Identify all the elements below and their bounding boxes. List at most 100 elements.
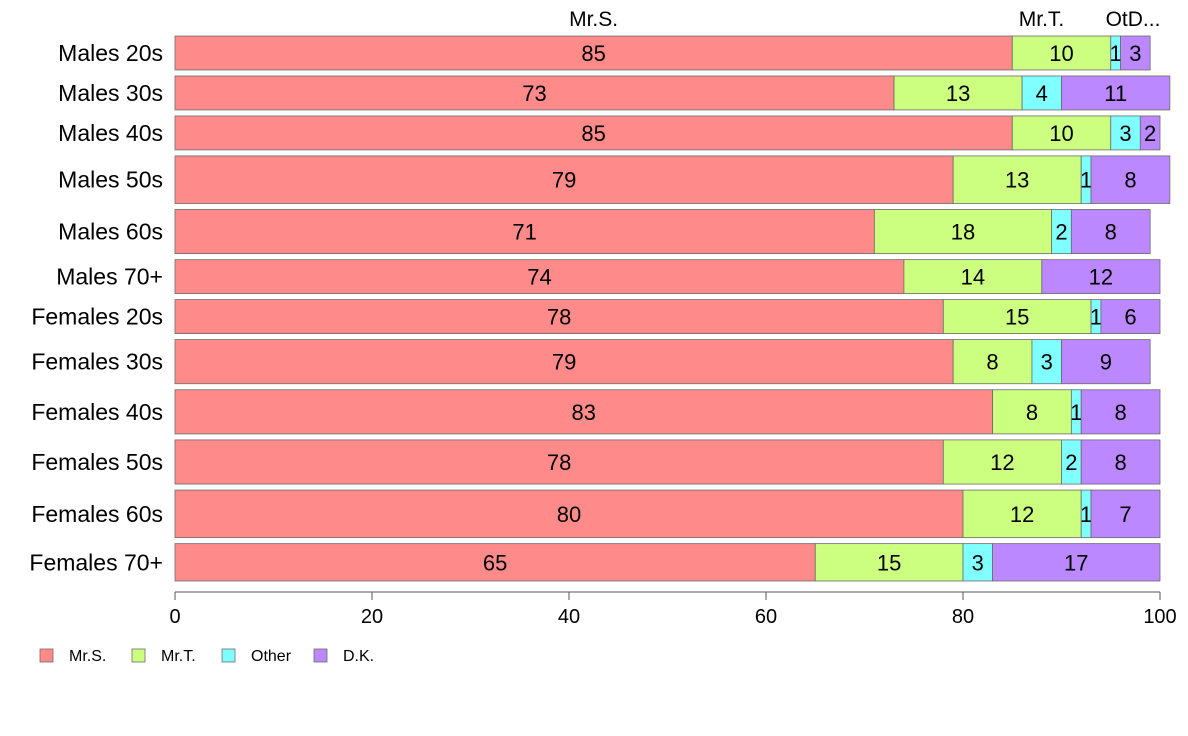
legend-swatch [313, 648, 328, 663]
y-tick-label: Males 30s [58, 80, 163, 106]
data-label-males-20s-other: 1 [1110, 41, 1122, 66]
data-label-females-60s-mr-s: 80 [557, 502, 581, 527]
bar-segment-males-40s-mr-t [1011, 115, 1112, 151]
data-label-females-40s-other: 1 [1070, 400, 1082, 425]
data-label-males-20s-mr-t: 10 [1049, 41, 1073, 66]
legend-swatch [131, 648, 146, 663]
top-labels: Mr.S. Mr.T. OtD... [569, 8, 1160, 31]
y-tick-label: Males 70+ [56, 264, 163, 290]
bar-segment-females-30s-d-k [1061, 339, 1151, 385]
data-label-females-40s-d-k: 8 [1114, 400, 1126, 425]
bar-segment-females-30s-mr-t [952, 339, 1033, 385]
data-label-males-60s-mr-t: 18 [951, 220, 975, 245]
y-tick-label: Males 50s [58, 167, 163, 193]
bar-segment-females-40s-mr-s [174, 389, 993, 435]
data-label-males-30s-other: 4 [1036, 81, 1048, 106]
bar-group-females-40s: 83 8 1 8 [174, 389, 1161, 435]
data-label-females-60s-other: 1 [1080, 502, 1092, 527]
data-label-males-40s-mr-s: 85 [581, 121, 605, 146]
x-tick-label: 60 [755, 606, 777, 628]
data-label-females-40s-mr-t: 8 [1026, 400, 1038, 425]
bar-segment-males-40s-other [1110, 115, 1141, 151]
bar-segment-males-70-mr-t [903, 259, 1043, 295]
data-label-males-50s-mr-s: 79 [552, 168, 576, 193]
bar-segment-females-70-d-k [992, 543, 1161, 582]
data-label-males-30s-mr-t: 13 [946, 81, 970, 106]
legend-item-mr-s: Mr.S. [39, 648, 106, 665]
bar-segment-males-50s-mr-s [174, 155, 954, 204]
bar-segment-males-30s-other [1021, 75, 1062, 111]
y-tick-label: Males 60s [58, 219, 163, 245]
y-tick-label: Females 50s [31, 449, 163, 475]
data-label-females-70-other: 3 [972, 550, 984, 575]
bar-segment-males-20s-d-k [1120, 35, 1151, 71]
data-label-females-20s-mr-t: 15 [1005, 305, 1029, 330]
bar-group-females-60s: 80 12 1 7 [174, 489, 1161, 539]
bar-segment-males-60s-mr-t [873, 209, 1053, 255]
bar-group-males-70: 74 14 12 [174, 259, 1161, 295]
y-tick-label: Males 40s [58, 120, 163, 146]
bar-segment-females-70-mr-s [174, 543, 816, 582]
x-tick-label: 20 [361, 606, 383, 628]
bar-group-females-30s: 79 8 3 9 [174, 339, 1151, 385]
bar-segment-females-20s-mr-t [942, 299, 1092, 334]
legend-swatch [39, 648, 54, 663]
data-label-males-50s-d-k: 8 [1124, 168, 1136, 193]
data-label-males-50s-other: 1 [1080, 168, 1092, 193]
bar-segment-females-30s-mr-s [174, 339, 954, 385]
y-tick-label: Females 20s [31, 304, 163, 330]
legend-label: D.K. [343, 648, 374, 665]
x-axis: 0 20 40 60 80 100 [169, 591, 1177, 628]
data-label-males-20s-d-k: 3 [1129, 41, 1141, 66]
y-tick-label: Females 70+ [29, 549, 163, 575]
data-label-females-50s-mr-t: 12 [990, 450, 1014, 475]
x-tick-label: 0 [169, 606, 180, 628]
bar-segment-females-50s-mr-s [174, 439, 944, 485]
y-axis-labels: Males 20s Males 30s Males 40s Males 50s Male… [29, 40, 163, 575]
data-label-males-40s-other: 3 [1119, 121, 1131, 146]
data-label-males-20s-mr-s: 85 [581, 41, 605, 66]
data-label-males-60s-other: 2 [1055, 220, 1067, 245]
bar-segment-males-20s-mr-t [1011, 35, 1112, 71]
bar-group-females-50s: 78 12 2 8 [174, 439, 1161, 485]
data-label-females-30s-mr-s: 79 [552, 350, 576, 375]
legend-label: Other [251, 648, 292, 665]
data-label-females-50s-other: 2 [1065, 450, 1077, 475]
x-tick-label: 100 [1143, 606, 1176, 628]
bar-segment-females-70-mr-t [814, 543, 964, 582]
legend-label: Mr.T. [161, 648, 196, 665]
bar-group-females-20s: 78 15 1 6 [174, 299, 1161, 334]
bar-segment-females-50s-d-k [1080, 439, 1161, 485]
data-label-males-60s-mr-s: 71 [512, 220, 536, 245]
bar-group-males-50s: 79 13 1 8 [174, 155, 1171, 204]
bar-segment-males-70-d-k [1041, 259, 1161, 295]
data-label-males-70-d-k: 12 [1089, 265, 1113, 290]
data-label-females-70-mr-s: 65 [483, 550, 507, 575]
bar-segment-males-50s-d-k [1090, 155, 1171, 204]
bar-group-males-30s: 73 13 4 11 [174, 75, 1171, 111]
data-label-males-60s-d-k: 8 [1105, 220, 1117, 245]
data-label-males-70-mr-t: 14 [961, 265, 985, 290]
data-label-females-30s-mr-t: 8 [986, 350, 998, 375]
bar-segment-males-60s-d-k [1070, 209, 1151, 255]
data-label-females-70-mr-t: 15 [877, 550, 901, 575]
data-label-females-60s-d-k: 7 [1119, 502, 1131, 527]
bar-segment-males-20s-mr-s [174, 35, 1013, 71]
bar-group-females-70: 65 15 3 17 [174, 543, 1161, 582]
data-label-females-30s-d-k: 9 [1100, 350, 1112, 375]
bar-segment-males-30s-mr-t [893, 75, 1023, 111]
data-label-females-50s-mr-s: 78 [547, 450, 571, 475]
x-tick-label: 80 [952, 606, 974, 628]
y-tick-label: Females 60s [31, 501, 163, 527]
bar-segment-males-30s-d-k [1061, 75, 1171, 111]
y-tick-label: Females 40s [31, 399, 163, 425]
legend-item-d-k: D.K. [313, 648, 374, 665]
data-label-males-70-mr-s: 74 [527, 265, 551, 290]
legend-item-mr-t: Mr.T. [131, 648, 196, 665]
legend-label: Mr.S. [69, 648, 106, 665]
data-label-females-40s-mr-s: 83 [572, 400, 596, 425]
data-label-males-40s-d-k: 2 [1144, 121, 1156, 146]
y-tick-label: Males 20s [58, 40, 163, 66]
data-label-females-60s-mr-t: 12 [1010, 502, 1034, 527]
